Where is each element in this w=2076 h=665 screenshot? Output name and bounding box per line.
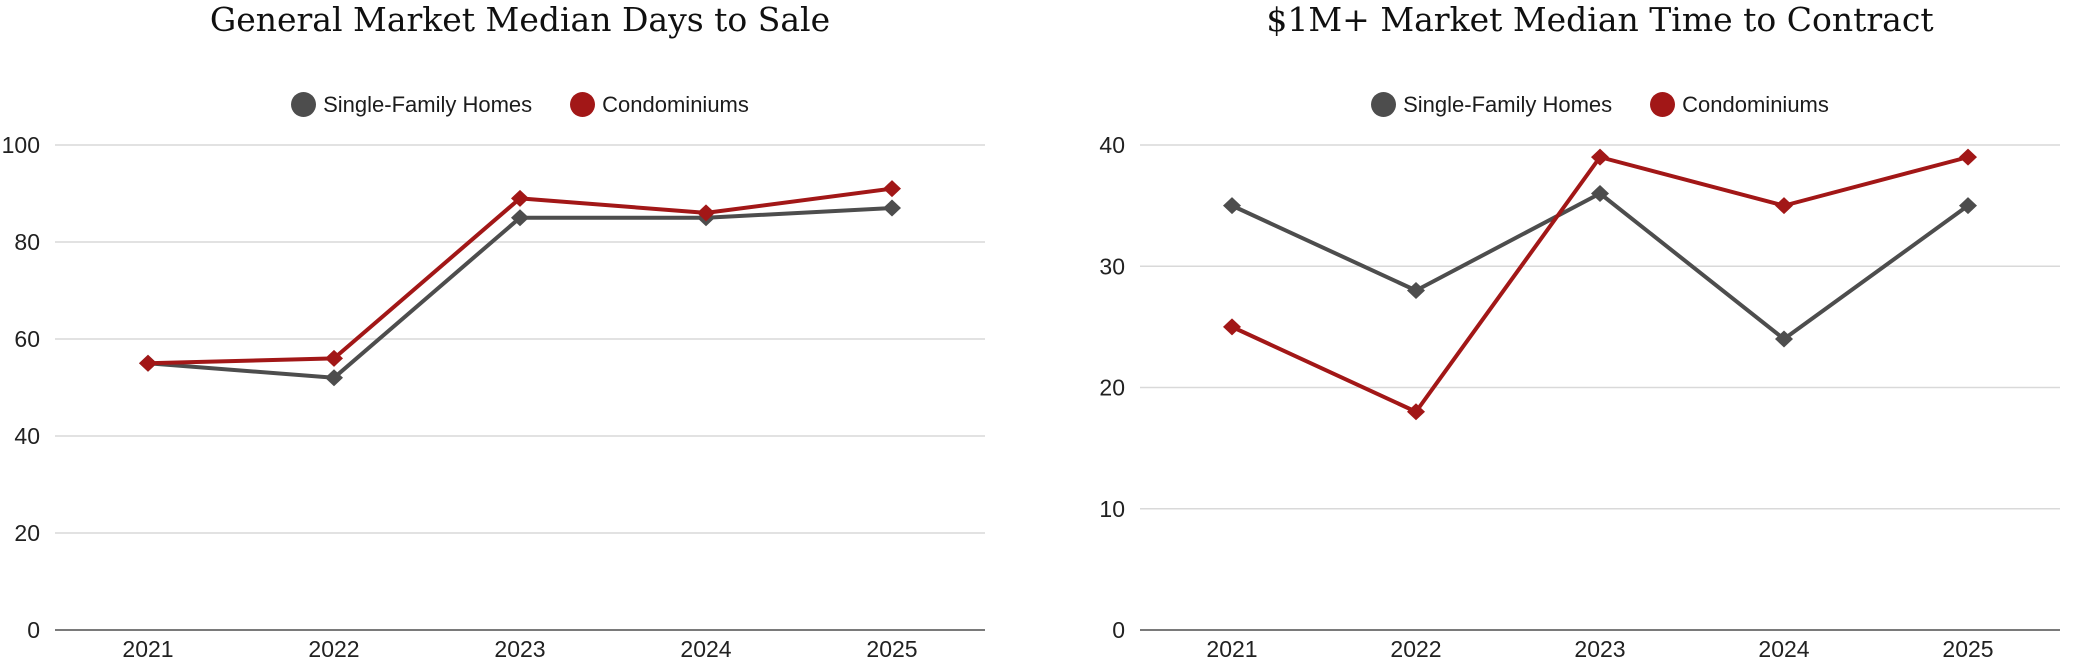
y-tick-label: 0 [1112, 617, 1125, 643]
legend-marker-circle-icon [570, 92, 596, 117]
data-point-marker [1959, 148, 1977, 166]
data-point-marker [1407, 403, 1425, 421]
data-point-marker [883, 180, 901, 198]
line-plot: 0 10 20 30 40 2021 2022 2023 2024 2025 [1099, 132, 2060, 662]
legend: Single-Family Homes Condominiums [55, 88, 985, 121]
data-point-marker [883, 199, 901, 217]
y-tick-label: 10 [1099, 496, 1125, 522]
legend-marker-circle-icon [1650, 92, 1676, 117]
x-tick-label: 2023 [1574, 636, 1625, 662]
data-point-marker [1591, 148, 1609, 166]
data-point-marker [1223, 197, 1241, 215]
legend-marker-circle-icon [1371, 92, 1397, 117]
legend-item-single-family-homes[interactable]: Single-Family Homes [291, 92, 532, 118]
y-tick-label: 100 [2, 132, 40, 158]
legend-label: Single-Family Homes [1403, 91, 1613, 117]
data-point-marker [511, 209, 529, 227]
line-plot: 0 20 40 60 80 100 2021 2022 2023 2024 2025 [2, 132, 985, 662]
series-condominiums [139, 180, 901, 372]
data-point-marker [1775, 330, 1793, 348]
x-tick-label: 2025 [1942, 636, 1993, 662]
legend-label: Condominiums [1682, 91, 1829, 117]
data-point-marker [1223, 318, 1241, 336]
data-point-marker [1775, 197, 1793, 215]
data-point-marker [1959, 197, 1977, 215]
y-tick-label: 60 [14, 326, 40, 352]
x-tick-label: 2021 [1206, 636, 1257, 662]
x-tick-label: 2024 [680, 636, 731, 662]
series-single-family-homes [1223, 185, 1977, 348]
series-condominiums [1223, 148, 1977, 421]
data-point-marker [511, 189, 529, 207]
series-line [146, 206, 894, 380]
legend: Single-Family Homes Condominiums [1140, 88, 2060, 121]
data-point-marker [697, 204, 715, 222]
x-tick-label: 2024 [1758, 636, 1809, 662]
x-tick-label: 2022 [308, 636, 359, 662]
legend-item-condominiums[interactable]: Condominiums [570, 92, 749, 118]
chart-panel-1m-market: $1M+ Market Median Time to Contract Sing… [1038, 0, 2076, 665]
legend-marker-circle-icon [291, 92, 317, 117]
x-tick-label: 2021 [122, 636, 173, 662]
chart-title: General Market Median Days to Sale [209, 0, 831, 39]
y-tick-label: 40 [14, 423, 40, 449]
y-tick-label: 80 [14, 229, 40, 255]
data-point-marker [139, 354, 157, 372]
x-tick-label: 2025 [866, 636, 917, 662]
series-single-family-homes [139, 199, 901, 387]
y-tick-label: 0 [27, 617, 40, 643]
y-tick-label: 40 [1099, 132, 1125, 158]
y-tick-label: 20 [1099, 375, 1125, 401]
data-point-marker [1591, 185, 1609, 202]
legend-item-single-family-homes[interactable]: Single-Family Homes [1371, 92, 1612, 118]
y-tick-label: 20 [14, 520, 40, 546]
data-point-marker [325, 369, 343, 387]
y-tick-label: 30 [1099, 253, 1125, 279]
legend-item-condominiums[interactable]: Condominiums [1650, 92, 1829, 118]
chart-panel-general-market: General Market Median Days to Sale Singl… [2, 0, 985, 662]
x-tick-label: 2022 [1390, 636, 1441, 662]
data-point-marker [325, 349, 343, 367]
x-tick-label: 2023 [494, 636, 545, 662]
legend-label: Condominiums [602, 91, 749, 117]
legend-label: Single-Family Homes [323, 91, 533, 117]
data-point-marker [1407, 282, 1425, 299]
chart-title: $1M+ Market Median Time to Contract [1266, 0, 1934, 39]
